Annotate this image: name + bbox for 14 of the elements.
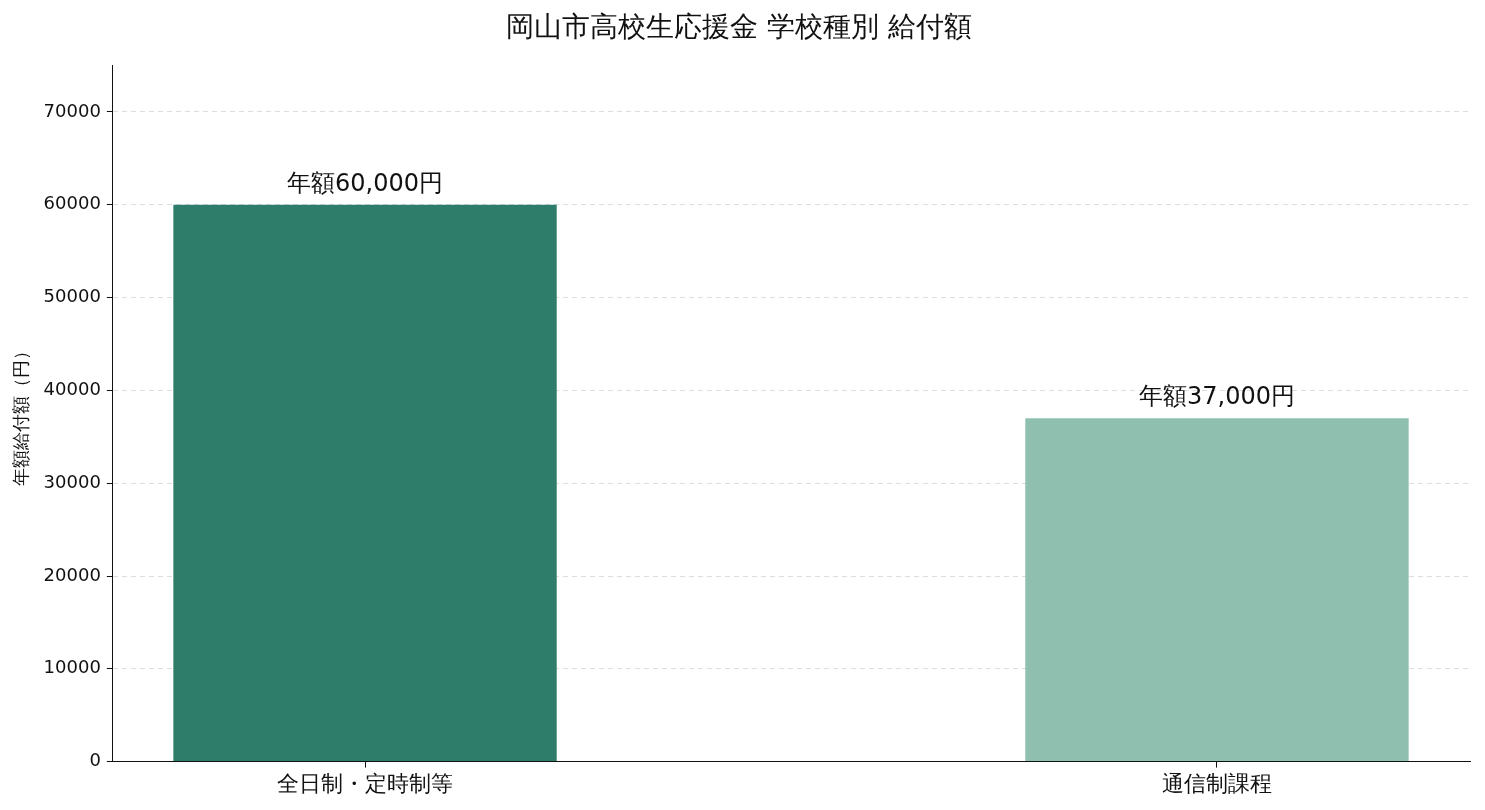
y-axis-title: 年額給付額（円）: [10, 341, 32, 486]
y-tick-label: 20000: [43, 563, 101, 585]
data-label: 年額60,000円: [287, 169, 444, 198]
y-tick-label: 10000: [43, 656, 101, 678]
data-label: 年額37,000円: [1138, 382, 1295, 411]
y-tick-label: 30000: [43, 470, 101, 492]
x-tick-label: 通信制課程: [1161, 770, 1272, 796]
x-tick-label: 全日制・定時制等: [277, 770, 454, 796]
y-tick-label: 0: [89, 749, 101, 771]
y-tick-label: 70000: [43, 99, 101, 121]
y-tick-label: 50000: [43, 285, 101, 307]
y-tick-label: 60000: [43, 192, 101, 214]
chart-title: 岡山市高校生応援金 学校種別 給付額: [506, 10, 972, 44]
y-tick-label: 40000: [43, 378, 101, 400]
